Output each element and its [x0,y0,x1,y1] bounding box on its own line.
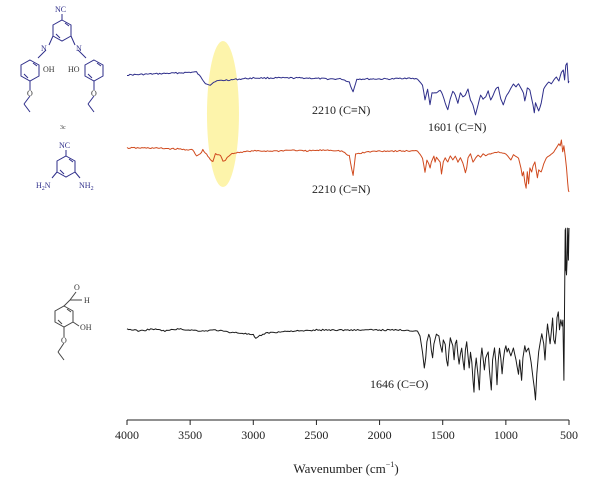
highlight-ellipse [206,41,239,187]
m3-hydrogen-label: H [84,296,90,305]
m1-imine-left-label: N [41,44,47,53]
right-ethyl-bond2 [87,103,95,113]
left-ethyl-bond2 [23,103,31,113]
molecule-aldehyde-labels: O H OH O [61,283,92,345]
x-axis-title-main: Wavenumber (cm [293,461,385,476]
m1-nitrile-label: NC [55,5,66,14]
m2-amine-left-label: H2N [36,181,51,192]
molecule-diaminobenzonitrile [51,150,81,179]
central-ring-bond [64,22,70,27]
m2-nitrile-label: NC [59,141,70,150]
m2-ring-bond2 [59,169,65,175]
annotation-1601: 1601 (C=N) [428,120,486,134]
m2-amine-left-sub: 2 [42,186,45,192]
molecule-3c [20,14,104,113]
m2-amine-right-label: NH2 [79,181,94,192]
m2-amine-left-h: H [36,181,42,190]
x-ticks: 4000 3500 3000 2500 2000 1500 1000 500 [115,420,578,442]
imine-left-bond [48,35,54,46]
central-ring [52,19,72,42]
x-tick-label-4000: 4000 [115,428,139,442]
spectrum-line-2 [126,139,570,193]
annotation-1646: 1646 (C=O) [370,377,428,391]
x-tick-label-3000: 3000 [241,428,265,442]
m2-ring-bond [68,158,74,163]
m3-hydroxyl-label: OH [80,323,92,332]
x-tick-label-500: 500 [560,428,578,442]
x-axis-title-sup: −1 [386,460,395,469]
m3-ring-to-cho [63,299,71,307]
left-ring-bond [32,62,38,67]
m3-oxygen-label: O [74,283,80,292]
x-tick-label-2500: 2500 [304,428,328,442]
m3-ring-bond2 [57,319,63,325]
m2-ring [56,155,76,178]
annotation-2210-mid: 2210 (C≡N) [312,182,370,196]
right-ring-bond [96,62,102,67]
m3-ring [54,305,74,328]
m3-ring-bond [66,308,72,313]
x-axis: 4000 3500 3000 2500 2000 1500 1000 500 [115,419,578,442]
m2-amine-left-bond [51,171,58,179]
m1-hydroxyl-right-label: HO [68,65,80,74]
annotation-2210-top: 2210 (C≡N) [312,103,370,117]
spectrum-traces [126,62,570,401]
x-tick-label-2000: 2000 [368,428,392,442]
m2-amine-right-nh: NH [79,181,91,190]
spectrum-line-3 [126,227,570,401]
x-tick-label-3500: 3500 [178,428,202,442]
m2-amine-left-n: N [45,181,51,190]
molecule-diaminobenzonitrile-labels: NC H2N NH2 [36,141,94,192]
x-axis-title-close: ) [394,461,398,476]
m1-compound-code: 3c [60,125,66,131]
m3-ethyl-bond2 [57,351,65,361]
left-ethyl-bond [23,95,31,105]
spectrum-line-1 [127,62,570,116]
molecule-aldehyde [54,291,82,361]
m1-ether-right-label: O [91,89,97,98]
central-ring-bond2 [55,33,61,39]
ch-left-bond [37,49,47,59]
left-ring-bond2 [23,73,29,79]
m3-ether-label: O [61,336,67,345]
right-ring [84,59,104,82]
right-ring-bond2 [87,73,93,79]
m3-aldehyde-bond [69,291,77,301]
m1-hydroxyl-left-label: OH [43,65,55,74]
m2-amine-right-sub: 2 [91,186,94,192]
x-axis-title: Wavenumber (cm−1) [293,460,398,476]
left-ring [20,59,40,82]
right-ethyl-bond [87,95,95,105]
molecule-3c-labels: NC N N OH HO O O 3c [27,5,97,131]
m3-ethyl-bond [57,342,65,353]
ch-right-bond [77,49,87,59]
m1-imine-right-label: N [76,44,82,53]
x-tick-label-1000: 1000 [494,428,518,442]
x-tick-label-1500: 1500 [431,428,455,442]
m3-hydroxyl-bond [72,321,80,327]
m2-amine-right-bond [74,171,81,179]
m1-ether-left-label: O [27,89,33,98]
imine-right-bond [70,35,76,46]
